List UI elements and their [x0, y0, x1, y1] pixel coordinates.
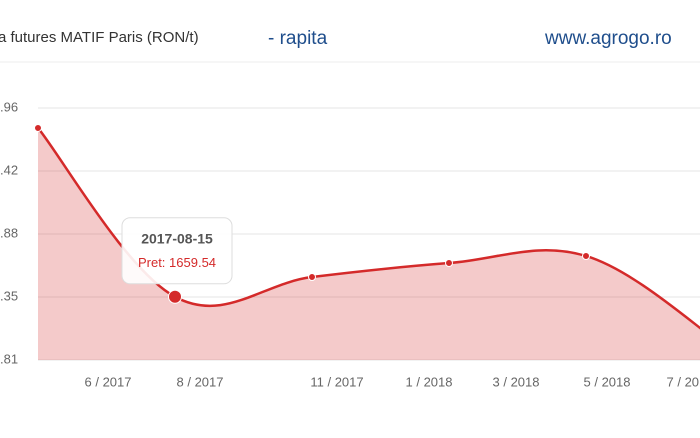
x-tick-label: 5 / 2018 — [584, 374, 631, 389]
point — [34, 123, 42, 132]
y-tick-label: .42 — [0, 162, 18, 177]
x-tick-label: 3 / 2018 — [493, 374, 540, 389]
point — [168, 289, 182, 304]
tooltip-value: Pret: 1659.54 — [138, 255, 216, 270]
site-url: www.agrogo.ro — [544, 28, 672, 49]
chart-subtitle: - rapita — [268, 28, 328, 49]
x-tick-label: 6 / 2017 — [85, 374, 132, 389]
y-tick-label: .96 — [0, 99, 18, 114]
point — [308, 273, 316, 282]
y-tick-label: .81 — [0, 351, 18, 366]
x-tick-label: 7 / 2018 — [667, 374, 700, 389]
y-tick-label: .88 — [0, 225, 18, 240]
tooltip-box — [121, 217, 233, 285]
area — [38, 127, 700, 360]
tooltip-date: 2017-08-15 — [141, 230, 213, 246]
x-tick-label: 11 / 2017 — [310, 374, 363, 389]
chart-title: a futures MATIF Paris (RON/t) — [0, 29, 199, 46]
x-tick-label: 8 / 2017 — [177, 374, 224, 389]
point — [445, 259, 453, 268]
x-tick-label: 1 / 2018 — [406, 374, 453, 389]
point — [582, 251, 590, 260]
y-tick-label: .35 — [0, 288, 18, 303]
